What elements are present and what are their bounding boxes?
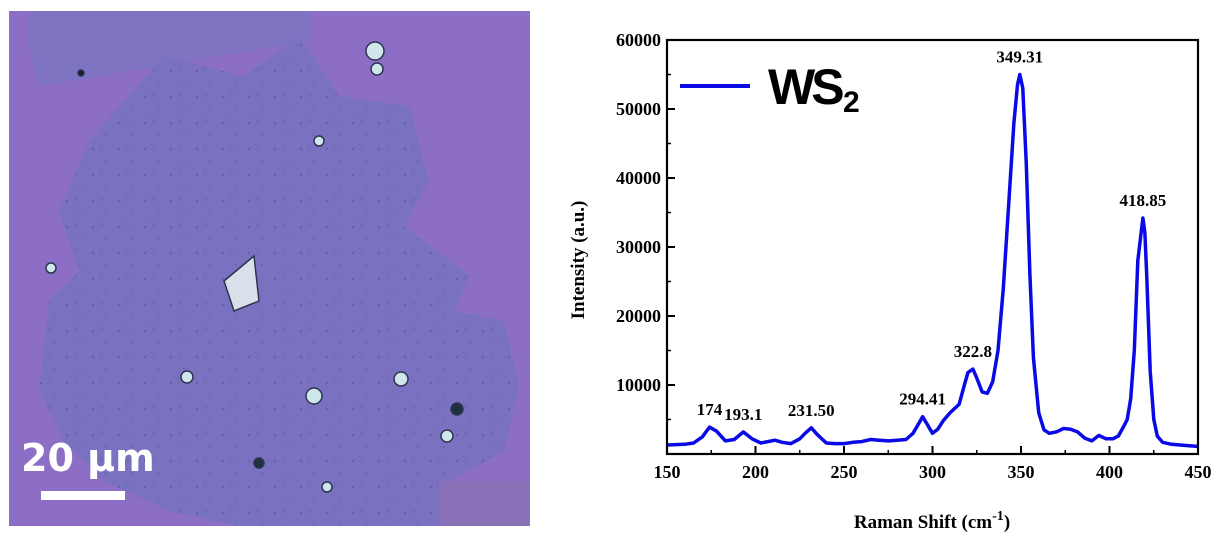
y-tick-label: 40000 [616, 168, 661, 188]
scale-bar [41, 491, 125, 500]
y-axis-title: Intensity (a.u.) [568, 201, 589, 320]
y-tick-label: 60000 [616, 30, 661, 50]
peak-label: 294.41 [899, 390, 946, 409]
x-axis-title-main: Raman Shift (cm [854, 512, 992, 533]
x-tick-label: 300 [919, 462, 946, 482]
corner-patch [439, 481, 530, 526]
x-tick-label: 200 [742, 462, 769, 482]
y-tick-label: 50000 [616, 99, 661, 119]
x-tick-label: 450 [1185, 462, 1212, 482]
peak-label: 193.1 [724, 405, 762, 424]
top-flake [27, 11, 309, 86]
x-tick-label: 150 [654, 462, 681, 482]
chart-series-layer [666, 72, 1199, 449]
x-axis-title-close: ) [1004, 512, 1010, 533]
peak-label: 322.8 [954, 342, 992, 361]
main-flake-texture [39, 36, 519, 526]
peak-label: 349.31 [996, 48, 1043, 67]
y-tick-label: 30000 [616, 237, 661, 257]
plot-frame [665, 38, 1200, 456]
x-tick-label: 350 [1008, 462, 1035, 482]
x-axis-title: Raman Shift (cm-1) [854, 509, 1010, 533]
y-tick-label: 20000 [616, 306, 661, 326]
particles [45, 41, 464, 493]
legend: WS 2 [680, 59, 860, 119]
peak-label: 231.50 [788, 401, 835, 420]
scale-bar-label: 20 μm [21, 436, 155, 480]
legend-subscript: 2 [843, 86, 860, 119]
y-tick-label: 10000 [616, 375, 661, 395]
series-line [666, 72, 1199, 449]
raman-chart: 150 200 250 300 350 400 450 10000 20000 30000 4000… [568, 30, 1212, 533]
x-tick-label: 400 [1096, 462, 1123, 482]
legend-label: WS [768, 59, 843, 115]
chart-ticks: 150 200 250 300 350 400 450 10000 20000 30000 4000… [616, 30, 1212, 482]
x-axis-title-sup: -1 [992, 509, 1004, 524]
peak-label: 174 [697, 400, 723, 419]
peak-label: 418.85 [1119, 191, 1166, 210]
x-tick-label: 250 [831, 462, 858, 482]
optical-micrograph: 20 μm [9, 11, 530, 526]
chart-annotations: 174 193.1 231.50 294.41 322.8 349.31 418.85 [697, 48, 1167, 424]
